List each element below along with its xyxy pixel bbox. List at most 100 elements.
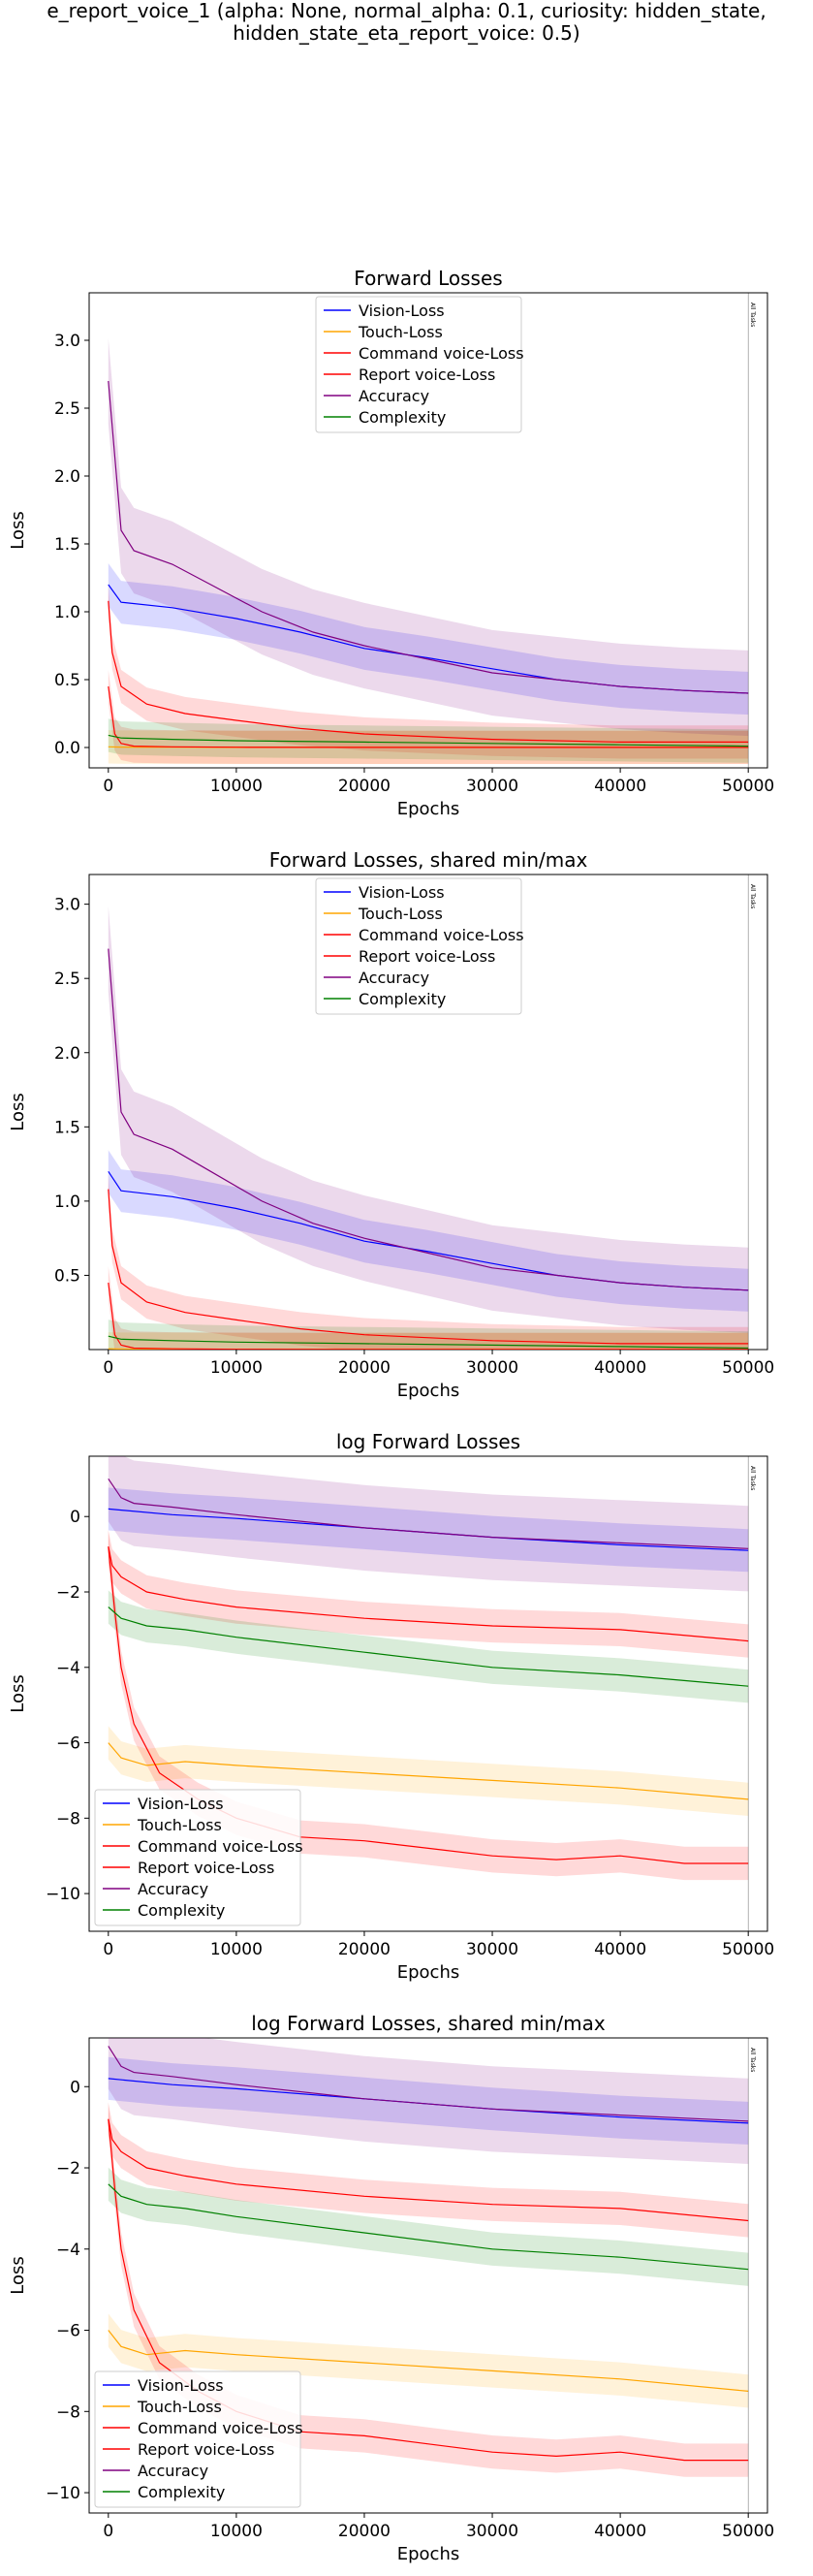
y-tick-label: 0.5 xyxy=(54,671,80,690)
band-complexity xyxy=(108,2167,749,2286)
line-report-voice-loss xyxy=(108,1283,749,1350)
x-tick: 20000 xyxy=(338,2513,391,2541)
x-tick-label: 40000 xyxy=(594,2522,646,2541)
x-tick: 20000 xyxy=(338,1350,391,1378)
figure-title-line-2: hidden_state_eta_report_voice: 0.5) xyxy=(233,21,580,45)
legend-label-command-voice-loss: Command voice-Loss xyxy=(138,1837,303,1856)
vline-label: All Tasks xyxy=(749,2048,756,2072)
legend-label-touch-loss: Touch-Loss xyxy=(137,2398,222,2416)
chart-forward-losses-shared: Forward Losses, shared min/max 0 10000 2000… xyxy=(8,848,774,1401)
x-tick-label: 30000 xyxy=(466,777,518,796)
x-tick: 0 xyxy=(103,2513,113,2541)
band-accuracy xyxy=(108,906,749,1333)
y-tick-label: 0.5 xyxy=(54,1266,80,1286)
y-tick: −10 xyxy=(46,1885,89,1904)
legend-label-complexity: Complexity xyxy=(138,2483,225,2501)
y-tick-label: 0 xyxy=(70,1508,80,1527)
legend-label-report-voice-loss: Report voice-Loss xyxy=(359,366,495,384)
y-tick: 2.5 xyxy=(54,399,89,419)
vline-label: All Tasks xyxy=(749,1466,756,1490)
line-complexity xyxy=(108,1335,749,1350)
line-touch-loss xyxy=(108,1742,749,1800)
legend-label-command-voice-loss: Command voice-Loss xyxy=(359,926,524,944)
legend-label-report-voice-loss: Report voice-Loss xyxy=(138,1859,274,1877)
legend-label-command-voice-loss: Command voice-Loss xyxy=(138,2419,303,2437)
y-tick-label: −10 xyxy=(46,2484,80,2503)
y-tick: −6 xyxy=(56,2322,89,2341)
x-tick-label: 0 xyxy=(103,1940,113,1959)
y-tick-label: 1.0 xyxy=(54,603,80,622)
y-tick-label: 3.0 xyxy=(54,896,80,915)
band-report-voice-loss xyxy=(108,669,749,764)
series-group xyxy=(108,2038,749,2477)
vline-label: All Tasks xyxy=(749,884,756,908)
x-tick-label: 50000 xyxy=(722,1940,774,1959)
band-command-voice-loss xyxy=(108,584,749,759)
x-tick: 0 xyxy=(103,1350,113,1378)
band-complexity xyxy=(108,1590,749,1703)
x-tick-label: 10000 xyxy=(210,777,263,796)
legend-label-vision-loss: Vision-Loss xyxy=(138,1795,224,1813)
legend-label-vision-loss: Vision-Loss xyxy=(138,2376,224,2395)
y-tick-label: −8 xyxy=(56,2402,80,2422)
vline-label: All Tasks xyxy=(749,302,756,327)
band-accuracy xyxy=(108,1456,749,1592)
x-tick-label: 40000 xyxy=(594,1358,646,1378)
legend: Vision-Loss Touch-Loss Command voice-Loss R… xyxy=(94,2370,303,2508)
x-tick-label: 20000 xyxy=(338,1358,391,1378)
line-touch-loss xyxy=(108,2330,749,2392)
y-tick-label: 3.0 xyxy=(54,332,80,351)
x-tick: 10000 xyxy=(210,1350,263,1378)
x-tick: 40000 xyxy=(594,1350,646,1378)
chart-title: log Forward Losses xyxy=(336,1430,520,1453)
y-tick: 0 xyxy=(70,1508,89,1527)
legend-label-vision-loss: Vision-Loss xyxy=(359,302,445,320)
x-tick: 50000 xyxy=(722,1931,774,1959)
x-tick-label: 20000 xyxy=(338,2522,391,2541)
band-vision-loss xyxy=(108,2056,749,2145)
line-command-voice-loss xyxy=(108,1189,749,1345)
x-axis-label: Epochs xyxy=(397,799,460,819)
legend-label-vision-loss: Vision-Loss xyxy=(359,883,445,902)
y-tick: −10 xyxy=(46,2484,89,2503)
x-tick: 0 xyxy=(103,768,113,796)
y-tick: −2 xyxy=(56,1583,89,1603)
band-touch-loss xyxy=(108,2313,749,2408)
legend-label-complexity: Complexity xyxy=(359,990,446,1008)
x-tick-label: 10000 xyxy=(210,1940,263,1959)
y-tick: 1.5 xyxy=(54,1118,89,1137)
y-tick: 3.0 xyxy=(54,896,89,915)
y-axis-label: Loss xyxy=(8,2256,28,2294)
line-accuracy xyxy=(108,2046,749,2122)
legend-label-accuracy: Accuracy xyxy=(138,1880,208,1898)
legend-label-complexity: Complexity xyxy=(359,408,446,427)
y-tick-label: 1.5 xyxy=(54,535,80,555)
x-tick-label: 50000 xyxy=(722,777,774,796)
y-tick-label: −10 xyxy=(46,1885,80,1904)
legend-label-touch-loss: Touch-Loss xyxy=(358,905,443,923)
line-complexity xyxy=(108,1606,749,1687)
y-tick-label: 0.0 xyxy=(54,739,80,758)
x-tick-label: 20000 xyxy=(338,1940,391,1959)
band-command-voice-loss xyxy=(108,1530,749,1658)
legend-label-report-voice-loss: Report voice-Loss xyxy=(359,947,495,966)
y-tick: −2 xyxy=(56,2159,89,2178)
x-tick-label: 30000 xyxy=(466,2522,518,2541)
y-tick: −8 xyxy=(56,1809,89,1829)
x-tick: 30000 xyxy=(466,1350,518,1378)
y-tick: −4 xyxy=(56,2241,89,2260)
y-tick-label: 1.5 xyxy=(54,1118,80,1137)
x-tick-label: 0 xyxy=(103,777,113,796)
x-tick: 20000 xyxy=(338,768,391,796)
series-group xyxy=(108,1456,749,1881)
x-tick: 30000 xyxy=(466,768,518,796)
chart-log-forward-losses-shared: log Forward Losses, shared min/max 0 10000… xyxy=(8,2012,774,2564)
legend: Vision-Loss Touch-Loss Command voice-Loss R… xyxy=(315,877,524,1015)
x-axis-label: Epochs xyxy=(397,1381,460,1401)
line-accuracy xyxy=(108,948,749,1291)
y-tick: 3.0 xyxy=(54,332,89,351)
x-tick: 30000 xyxy=(466,1931,518,1959)
y-tick-label: 2.5 xyxy=(54,399,80,419)
band-touch-loss xyxy=(108,1726,749,1816)
figure-title-line-1: e_report_voice_1 (alpha: None, normal_al… xyxy=(47,0,766,22)
